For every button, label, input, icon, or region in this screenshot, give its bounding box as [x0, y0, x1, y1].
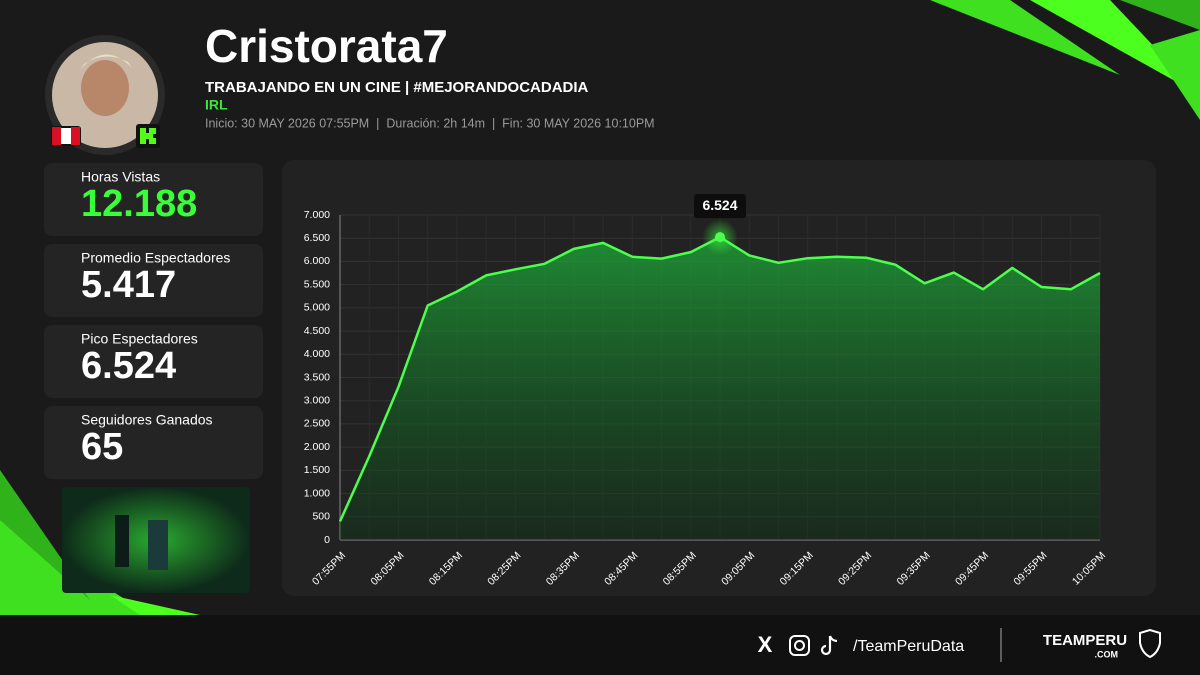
- stream-title: TRABAJANDO EN UN CINE | #MEJORANDOCADADI…: [205, 79, 589, 96]
- stat-label: Pico Espectadores: [81, 331, 198, 347]
- brand: TEAMPERU: [1043, 632, 1127, 649]
- y-tick-label: 0: [324, 534, 330, 546]
- stat-card: [44, 406, 263, 479]
- thumbnail-figure: [115, 515, 129, 567]
- decor: [930, 0, 1120, 75]
- flag: [52, 127, 61, 145]
- peak-label-box: [694, 194, 746, 219]
- instagram-icon: [794, 640, 805, 651]
- flag: [71, 127, 80, 145]
- stat-value: 5.417: [81, 264, 176, 306]
- stream-info: Inicio: 30 MAY 2026 07:55PM | Duración: …: [205, 116, 655, 130]
- y-tick-label: 3.500: [304, 371, 330, 383]
- y-tick-label: 4.000: [304, 348, 330, 360]
- stream-category: IRL: [205, 97, 228, 113]
- brand-suffix: .COM: [1095, 649, 1119, 659]
- y-tick-label: 500: [312, 511, 330, 523]
- stat-card: [44, 244, 263, 317]
- decor: [1150, 30, 1200, 120]
- avatar-face: [81, 60, 129, 116]
- kick-icon: [140, 128, 156, 144]
- y-tick-label: 2.000: [304, 441, 330, 453]
- streamer-name: Cristorata7: [205, 20, 448, 72]
- y-tick-label: 1.000: [304, 487, 330, 499]
- y-tick-label: 2.500: [304, 418, 330, 430]
- decor: [1030, 0, 1200, 95]
- stat-card: [44, 325, 263, 398]
- stat-label: Promedio Espectadores: [81, 250, 230, 266]
- stat-value: 6.524: [81, 345, 176, 387]
- area: [340, 237, 1100, 540]
- peak-point: [715, 232, 725, 243]
- footer-bar: [0, 615, 1200, 675]
- y-tick-label: 4.500: [304, 325, 330, 337]
- thumbnail-figure: [148, 520, 168, 570]
- brand-shield: [1139, 628, 1161, 659]
- x-icon[interactable]: X: [758, 632, 773, 657]
- stat-label: Horas Vistas: [81, 169, 160, 185]
- tiktok-icon[interactable]: [820, 635, 838, 656]
- y-tick-label: 7.000: [304, 209, 330, 221]
- peak-label: 6.524: [702, 197, 737, 213]
- y-tick-label: 6.500: [304, 232, 330, 244]
- stat-label: Seguidores Ganados: [81, 412, 213, 428]
- y-tick-label: 6.000: [304, 255, 330, 267]
- y-tick-label: 1.500: [304, 464, 330, 476]
- y-tick-label: 5.500: [304, 278, 330, 290]
- decor: [110, 595, 200, 615]
- y-tick-label: 3.000: [304, 394, 330, 406]
- stat-value: 12.188: [81, 183, 197, 225]
- stat-value: 65: [81, 426, 123, 468]
- instagram-icon[interactable]: [789, 635, 810, 656]
- stat-card: [44, 163, 263, 236]
- decor: [1120, 0, 1200, 30]
- footer-handle: /TeamPeruData: [853, 638, 964, 655]
- y-tick-label: 5.000: [304, 302, 330, 314]
